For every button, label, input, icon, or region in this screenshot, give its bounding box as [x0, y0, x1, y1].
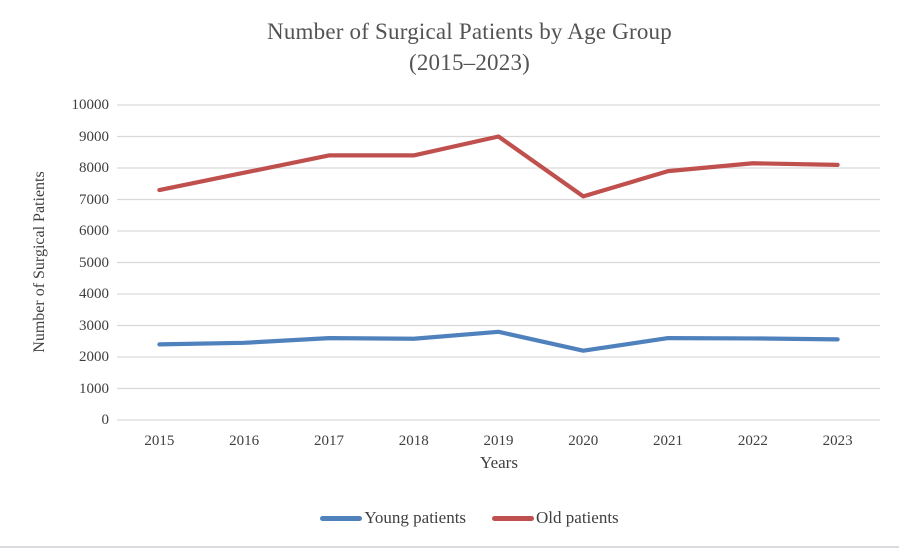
x-tick-label: 2018	[398, 433, 429, 449]
x-tick-label: 2021	[653, 433, 684, 449]
y-tick-label: 7000	[79, 191, 109, 208]
x-tick-label: 2019	[483, 433, 514, 449]
x-tick-label: 2020	[568, 433, 599, 449]
x-tick-label: 2022	[737, 433, 768, 449]
chart-subtitle: (2015–2023)	[408, 50, 531, 75]
old-patients-line-swatch-icon	[492, 515, 535, 521]
y-tick-label: 3000	[79, 317, 109, 334]
legend-item-young: Young patients	[320, 508, 466, 528]
y-tick-label: 6000	[79, 223, 109, 239]
y-tick-label: 0	[101, 412, 110, 428]
y-tick-label: 9000	[79, 128, 109, 145]
legend-item-old: Old patients	[492, 508, 619, 528]
y-tick-label: 1000	[79, 380, 109, 397]
chart-title-block: Number of Surgical Patients by Age Group…	[40, 16, 899, 78]
series-line-old-patients	[157, 134, 840, 199]
series-line-young-patients	[157, 329, 840, 353]
y-tick-label: 10000	[71, 97, 110, 113]
y-tick-label: 4000	[79, 286, 109, 302]
x-tick-label: 2016	[229, 433, 260, 449]
x-tick-label: 2023	[822, 433, 853, 449]
y-tick-label: 5000	[79, 254, 109, 271]
y-tick-label: 8000	[79, 160, 109, 176]
y-tick-label: 2000	[79, 349, 109, 365]
page-horizontal-rule	[0, 546, 899, 548]
legend-label-young: Young patients	[364, 508, 467, 527]
young-patients-line-swatch-icon	[320, 515, 363, 521]
x-tick-label: 2017	[313, 433, 344, 449]
legend: Young patients Old patients	[40, 508, 899, 528]
x-tick-label: 2015	[144, 433, 175, 449]
legend-label-old: Old patients	[536, 508, 619, 527]
x-axis-title: Years	[480, 453, 518, 472]
chart-title: Number of Surgical Patients by Age Group	[267, 19, 672, 44]
